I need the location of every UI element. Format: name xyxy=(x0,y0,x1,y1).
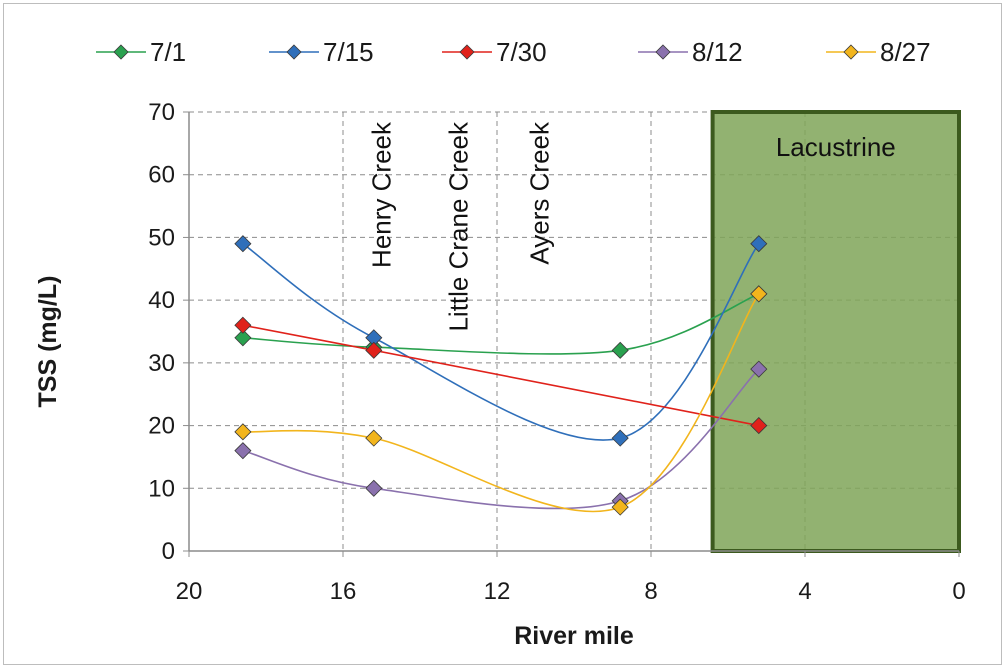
y-tick-label: 70 xyxy=(148,99,175,126)
y-tick-label: 50 xyxy=(148,224,175,251)
data-point xyxy=(750,360,768,378)
lacustrine-label: Lacustrine xyxy=(776,132,896,162)
series-line xyxy=(242,368,760,510)
legend-item: 8/12 xyxy=(638,37,743,67)
data-point xyxy=(365,479,383,497)
lacustrine-region: Lacustrine xyxy=(710,110,961,553)
series-line xyxy=(242,293,760,513)
y-tick-label: 10 xyxy=(148,475,175,502)
y-tick-label: 30 xyxy=(148,350,175,377)
series-7-30 xyxy=(234,316,768,435)
data-point xyxy=(365,341,383,359)
legend-marker xyxy=(286,44,302,60)
data-point xyxy=(611,498,629,516)
y-axis-title: TSS (mg/L) xyxy=(34,276,62,408)
x-tick-label: 20 xyxy=(176,578,203,605)
data-point xyxy=(234,235,252,253)
y-tick-label: 60 xyxy=(148,162,175,189)
y-tick-label: 40 xyxy=(148,287,175,314)
x-tick-label: 16 xyxy=(330,578,357,605)
legend-label: 8/12 xyxy=(692,37,743,67)
series-8-27 xyxy=(234,285,768,516)
data-point xyxy=(750,235,768,253)
x-tick-label: 4 xyxy=(798,578,811,605)
data-point xyxy=(611,341,629,359)
legend-item: 7/30 xyxy=(442,37,547,67)
legend-marker xyxy=(843,44,859,60)
legend-label: 8/27 xyxy=(880,37,931,67)
data-point xyxy=(750,417,768,435)
legend-item: 7/1 xyxy=(96,37,186,67)
data-point xyxy=(234,316,252,334)
series-line xyxy=(242,243,760,441)
legend-label: 7/1 xyxy=(150,37,186,67)
legend: 7/1 7/15 7/30 8/12 8/27 xyxy=(96,37,931,67)
y-tick-label: 20 xyxy=(148,413,175,440)
series-line xyxy=(242,293,760,355)
tributary-annotations: Henry Creek Little Crane Creek Ayers Creek xyxy=(367,121,555,332)
legend-item: 8/27 xyxy=(826,37,931,67)
legend-item: 7/15 xyxy=(269,37,374,67)
series-8-12 xyxy=(234,360,768,510)
data-point xyxy=(365,429,383,447)
chart-frame: Lacustrine 0 10 20 30 40 50 60 70 20 16 12 8 4 0 Henr… xyxy=(3,3,1002,665)
data-point xyxy=(234,423,252,441)
data-point xyxy=(750,285,768,303)
tributary-label: Little Crane Creek xyxy=(444,121,474,332)
series-7-15 xyxy=(234,235,768,447)
lacustrine-box xyxy=(710,110,961,553)
tributary-label: Ayers Creek xyxy=(524,121,554,265)
data-point xyxy=(611,429,629,447)
series-7-1 xyxy=(234,285,768,359)
tributary-label: Henry Creek xyxy=(367,121,397,268)
y-tick-label: 0 xyxy=(162,538,175,565)
legend-marker xyxy=(459,44,475,60)
legend-marker xyxy=(655,44,671,60)
data-point xyxy=(234,442,252,460)
legend-label: 7/15 xyxy=(323,37,374,67)
x-tick-label: 0 xyxy=(952,578,965,605)
legend-marker xyxy=(113,44,129,60)
x-tick-label: 12 xyxy=(484,578,511,605)
series-line xyxy=(242,324,759,427)
data-series xyxy=(234,235,768,516)
legend-label: 7/30 xyxy=(496,37,547,67)
x-axis-title: River mile xyxy=(514,622,634,650)
data-point xyxy=(234,329,252,347)
x-tick-label: 8 xyxy=(644,578,657,605)
